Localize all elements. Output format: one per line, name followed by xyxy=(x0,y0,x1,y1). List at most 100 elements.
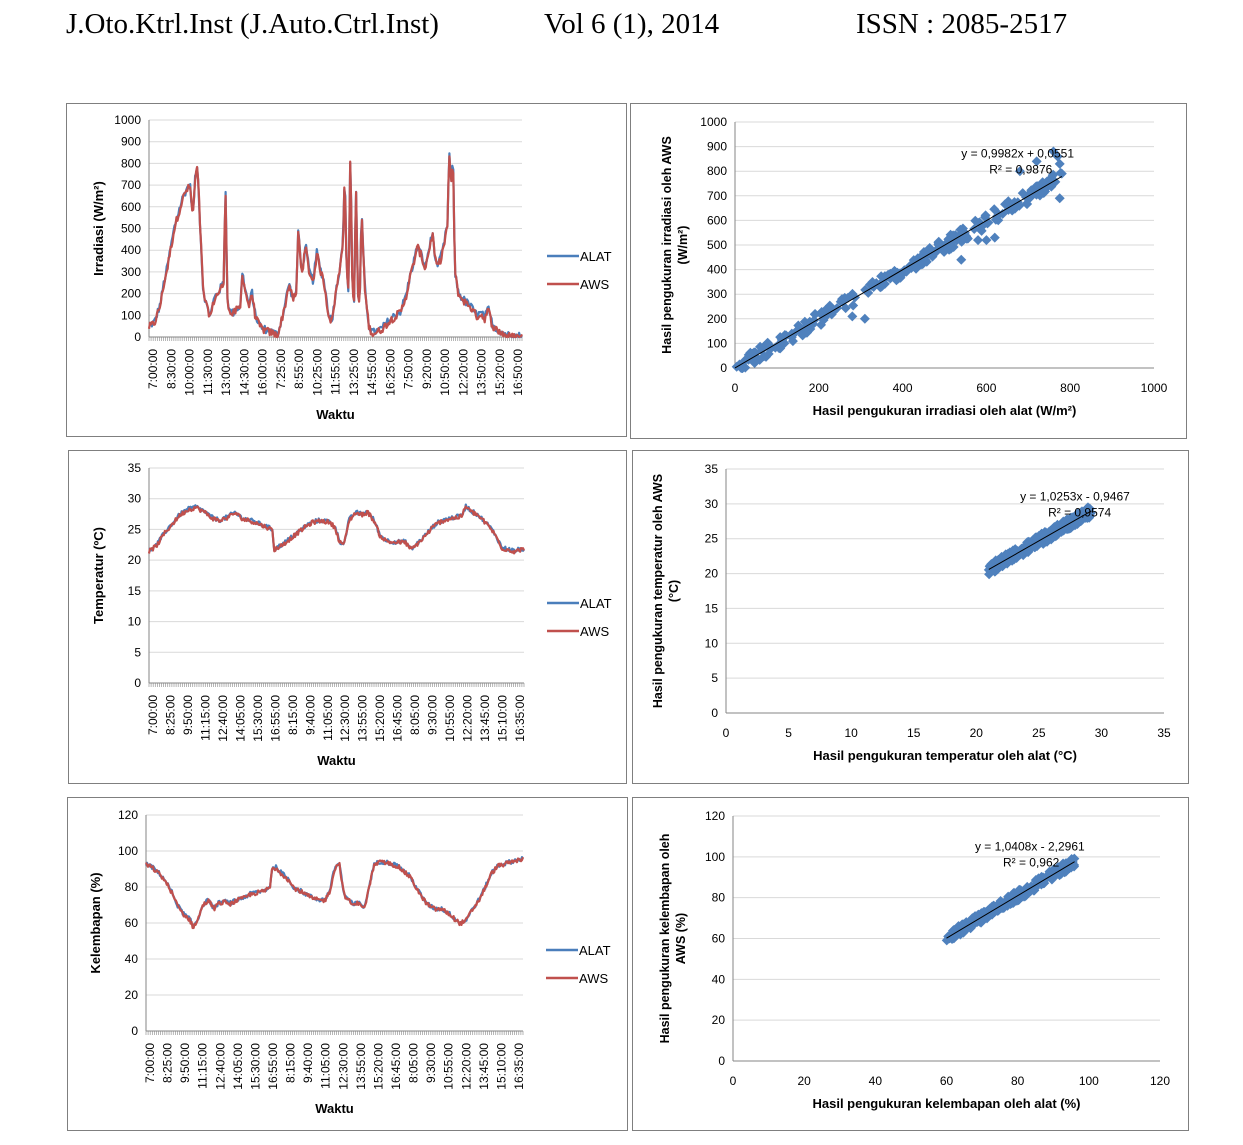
scatter-point xyxy=(989,232,1000,243)
y-tick-label: 200 xyxy=(707,312,727,326)
x-tick-label: 600 xyxy=(976,381,996,395)
irradiance-timeseries-svg: 0 100 200 300 400 500 600 700 800 900 1000 7:00:00 8… xyxy=(91,113,612,422)
humidity-timeseries-svg: 0 20 40 60 80 100 120 7:00:00 8:25:00 9:50:00 11:1… xyxy=(88,808,611,1116)
x-tick-label: 80 xyxy=(1011,1074,1025,1088)
x-tick-label: 11:05:00 xyxy=(321,695,335,741)
x-tick-label: 14:05:00 xyxy=(233,695,247,742)
x-axis-title: Waktu xyxy=(316,407,355,422)
x-tick-label: 15:30:00 xyxy=(248,1043,262,1090)
scatter-point xyxy=(990,562,1001,573)
y-tick-label: 15 xyxy=(128,584,142,598)
x-tick-label: 10:55:00 xyxy=(443,695,457,742)
scatter-point xyxy=(1000,549,1011,560)
y-tick-label: 300 xyxy=(121,265,141,279)
y-tick-label: 25 xyxy=(128,522,142,536)
x-tick-label: 7:50:00 xyxy=(402,349,416,389)
scatter-point xyxy=(891,275,902,286)
scatter-point xyxy=(924,243,935,254)
legend-label-aws: AWS xyxy=(580,277,609,292)
x-tick-label: 13:25:00 xyxy=(347,349,361,396)
humidity-scatter-svg: 0 20 40 60 80 100 120 0 20 40 60 80 100 120 y = 1,0408… xyxy=(658,809,1170,1111)
page-header: J.Oto.Ktrl.Inst (J.Auto.Ctrl.Inst) Vol 6… xyxy=(66,8,1176,48)
y-tick-label: 100 xyxy=(121,308,141,322)
x-tick-label: 16:35:00 xyxy=(512,1043,526,1090)
x-tick-label: 15:30:00 xyxy=(251,695,265,742)
x-tick-label: 13:55:00 xyxy=(356,695,370,742)
scatter-point xyxy=(999,899,1010,910)
scatter-point xyxy=(1031,156,1042,167)
scatter-point xyxy=(946,241,957,252)
x-tick-label: 60 xyxy=(940,1074,954,1088)
scatter-point xyxy=(1037,177,1048,188)
legend-label-alat: ALAT xyxy=(580,596,612,611)
x-tick-label: 12:30:00 xyxy=(336,1043,350,1090)
temperature-timeseries-chart: 0 5 10 15 20 25 30 35 7:00:00 8:25:00 9:50:00 11:15… xyxy=(68,450,627,784)
x-tick-label: 0 xyxy=(730,1074,737,1088)
temperature-timeseries-svg: 0 5 10 15 20 25 30 35 7:00:00 8:25:00 9:50:00 11:15… xyxy=(91,461,612,768)
scatter-point xyxy=(1030,532,1041,543)
scatter-point xyxy=(848,300,859,311)
y-tick-label: 10 xyxy=(705,636,719,650)
x-tick-label: 10:25:00 xyxy=(310,349,324,396)
scatter-point xyxy=(939,246,950,257)
y-axis-title: Kelembapan (%) xyxy=(88,872,103,973)
y-tick-label: 20 xyxy=(705,567,719,581)
y-tick-label: 300 xyxy=(707,287,727,301)
x-axis-title: Waktu xyxy=(315,1101,354,1116)
scatter-point xyxy=(802,327,813,338)
scatter-point xyxy=(808,319,819,330)
x-tick-label: 11:55:00 xyxy=(329,349,343,395)
y-tick-label: 0 xyxy=(711,706,718,720)
scatter-point xyxy=(972,911,983,922)
x-axis-title: Hasil pengukuran temperatur oleh alat (°… xyxy=(813,748,1077,763)
series-line-alat xyxy=(148,152,523,339)
x-tick-label: 16:45:00 xyxy=(391,695,405,742)
x-tick-label: 11:30:00 xyxy=(201,349,215,395)
scatter-point xyxy=(956,254,967,265)
scatter-point xyxy=(1084,504,1095,515)
x-tick-label: 400 xyxy=(893,381,913,395)
y-tick-label: 20 xyxy=(125,988,139,1002)
y-axis-title: Hasil pengukuran irradiasi oleh AWS xyxy=(660,136,674,354)
x-tick-label: 8:05:00 xyxy=(408,695,422,735)
y-tick-label: 700 xyxy=(121,178,141,192)
scatter-point xyxy=(990,214,1001,225)
x-tick-label: 15:10:00 xyxy=(494,1043,508,1090)
scatter-point xyxy=(1066,515,1077,526)
scatter-point xyxy=(1036,879,1047,890)
scatter-point xyxy=(1049,864,1060,875)
scatter-point xyxy=(740,355,751,366)
y-tick-label: 35 xyxy=(705,462,719,476)
y-tick-label: 120 xyxy=(705,809,725,823)
issn-info: ISSN : 2085-2517 xyxy=(856,8,1068,40)
y-tick-label: 120 xyxy=(118,808,138,822)
y-axis-title-unit: (°C) xyxy=(667,580,681,602)
x-tick-label: 9:20:00 xyxy=(420,349,434,389)
x-tick-label: 11:05:00 xyxy=(319,1043,333,1089)
scatter-point xyxy=(917,259,928,270)
y-tick-label: 100 xyxy=(705,850,725,864)
scatter-point xyxy=(737,363,748,373)
x-tick-label: 16:25:00 xyxy=(383,349,397,396)
series-line-alat xyxy=(144,856,524,927)
x-tick-label: 13:00:00 xyxy=(219,349,233,396)
scatter-point xyxy=(762,337,773,348)
scatter-point xyxy=(1044,174,1055,185)
scatter-point xyxy=(755,341,766,352)
y-axis-title-unit: (W/m²) xyxy=(676,226,690,265)
x-tick-label: 12:30:00 xyxy=(338,695,352,742)
trendline-equation: y = 1,0253x - 0,9467 xyxy=(1020,489,1130,503)
x-tick-label: 0 xyxy=(732,381,739,395)
scatter-point xyxy=(1040,871,1051,882)
x-tick-label: 15:20:00 xyxy=(373,695,387,742)
x-tick-label: 12:20:00 xyxy=(461,695,475,742)
scatter-point xyxy=(799,316,810,327)
y-tick-label: 1000 xyxy=(700,115,727,129)
scatter-point xyxy=(908,255,919,266)
y-tick-label: 900 xyxy=(121,135,141,149)
y-tick-label: 60 xyxy=(712,932,726,946)
x-axis-title: Hasil pengukuran kelembapan oleh alat (%… xyxy=(812,1096,1080,1111)
y-tick-label: 600 xyxy=(707,213,727,227)
x-tick-label: 15:10:00 xyxy=(496,695,510,742)
scatter-point xyxy=(1052,151,1063,162)
